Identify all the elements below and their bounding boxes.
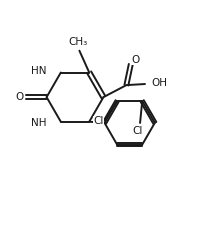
- Text: Cl: Cl: [93, 116, 104, 126]
- Text: CH₃: CH₃: [69, 37, 88, 47]
- Text: O: O: [132, 55, 140, 65]
- Text: NH: NH: [31, 119, 47, 129]
- Text: O: O: [16, 92, 24, 102]
- Text: Cl: Cl: [133, 126, 143, 136]
- Text: HN: HN: [31, 66, 47, 76]
- Text: OH: OH: [152, 78, 168, 88]
